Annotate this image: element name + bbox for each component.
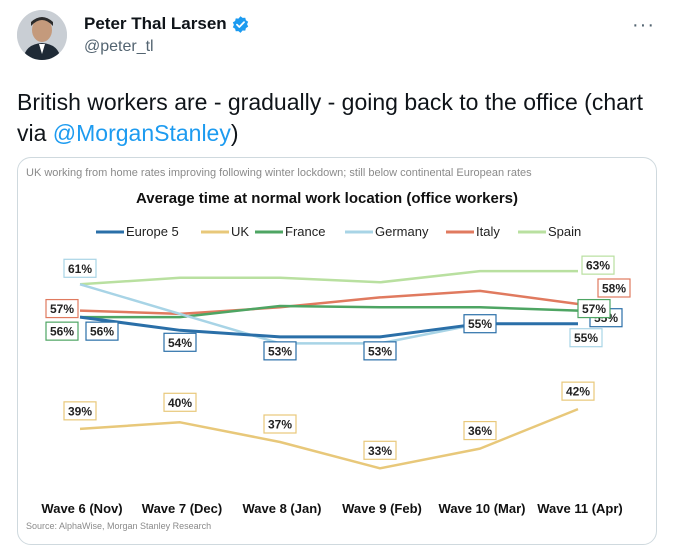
x-tick-label: Wave 6 (Nov) [41, 501, 122, 516]
data-label-uk-3: 33% [363, 440, 397, 460]
chart: UK working from home rates improving fol… [26, 167, 631, 531]
data-label-text: 36% [468, 424, 492, 438]
data-label-text: 57% [582, 302, 606, 316]
chart-lines [79, 269, 579, 470]
data-label-text: 55% [468, 317, 492, 331]
data-label-europe-5-3: 53% [363, 341, 397, 361]
data-label-box [577, 298, 611, 319]
series-line-italy [79, 289, 579, 316]
data-label-text: 56% [50, 325, 74, 339]
series-line-spain [79, 269, 578, 286]
author-name[interactable]: Peter Thal Larsen [84, 14, 227, 33]
series-line-uk [79, 407, 579, 470]
chart-x-axis: Wave 6 (Nov) Wave 7 (Dec) Wave 8 (Jan) Wave… [41, 501, 622, 516]
data-label-text: 63% [586, 259, 610, 273]
series-line-europe-5 [79, 315, 578, 339]
data-label-text: 58% [602, 282, 626, 296]
tweet-text-body: British workers are - gradually - going … [17, 89, 643, 146]
data-label-box [63, 258, 97, 278]
data-label-text: 55% [574, 331, 598, 345]
legend-label: Spain [548, 224, 581, 239]
data-label-box [581, 255, 615, 275]
legend-item-france: France [255, 224, 325, 239]
data-label-germany-0: 61% [63, 258, 97, 278]
data-label-box [363, 341, 397, 361]
data-label-uk-0: 39% [63, 401, 97, 421]
legend-label: UK [231, 224, 249, 239]
series-line-france [80, 304, 579, 319]
tweet-media[interactable]: UK working from home rates improving fol… [17, 157, 657, 545]
legend-item-germany: Germany [345, 224, 429, 239]
data-label-italy-0: 57% [45, 298, 79, 319]
data-label-text: 37% [268, 418, 292, 432]
data-label-europe-5-4: 55% [463, 314, 497, 334]
legend-item-uk: UK [201, 224, 249, 239]
legend-label: Germany [375, 224, 429, 239]
verified-badge-icon [232, 15, 248, 33]
data-label-text: 53% [368, 344, 392, 358]
data-label-box [85, 321, 119, 341]
data-label-box [597, 278, 631, 298]
data-label-germany-5: 55% [569, 328, 603, 348]
data-label-text: 54% [168, 336, 192, 350]
data-label-france-0: 56% [45, 321, 79, 341]
legend-label: France [285, 224, 325, 239]
data-label-europe-5-2: 53% [263, 341, 297, 361]
x-tick-label: Wave 10 (Mar) [439, 501, 526, 516]
data-label-box [45, 298, 79, 319]
legend-item-spain: Spain [518, 224, 581, 239]
data-label-box [561, 381, 595, 401]
mention-link[interactable]: @MorganStanley [52, 120, 231, 146]
data-label-text: 56% [90, 325, 114, 339]
data-label-text: 57% [50, 302, 74, 316]
data-label-uk-1: 40% [163, 392, 197, 412]
chart-source: Source: AlphaWise, Morgan Stanley Resear… [26, 521, 211, 531]
legend-item-italy: Italy [446, 224, 500, 239]
data-label-box [263, 414, 297, 434]
x-tick-label: Wave 7 (Dec) [142, 501, 222, 516]
tweet-text: British workers are - gradually - going … [17, 87, 667, 149]
data-label-uk-5: 42% [561, 381, 595, 401]
data-label-box [263, 341, 297, 361]
data-label-box [163, 332, 197, 352]
data-label-text: 42% [566, 385, 590, 399]
data-label-box [363, 440, 397, 460]
data-label-box [63, 401, 97, 421]
tweet-text-end: ) [230, 120, 239, 146]
data-label-text: 53% [268, 344, 292, 358]
data-label-box [45, 321, 79, 341]
x-tick-label: Wave 9 (Feb) [342, 501, 422, 516]
avatar[interactable] [17, 10, 67, 60]
data-label-europe-5-0: 56% [85, 321, 119, 341]
data-label-uk-2: 37% [263, 414, 297, 434]
data-label-box [463, 420, 497, 441]
more-options-icon[interactable]: ··· [632, 14, 655, 36]
data-label-box [569, 328, 603, 348]
data-label-box [163, 392, 197, 412]
data-label-text: 33% [368, 444, 392, 458]
avatar-image [17, 10, 67, 60]
data-label-text: 61% [68, 262, 92, 276]
data-label-text: 39% [68, 404, 92, 418]
data-label-box [463, 314, 497, 334]
chart-data-labels: 56% 54% 53% 53% 55% 55% 39% 40% 37% 33% 36% 42% 56% 5… [45, 255, 631, 460]
data-label-spain-5: 63% [581, 255, 615, 275]
legend-label: Italy [476, 224, 500, 239]
data-label-uk-4: 36% [463, 420, 497, 441]
author-handle[interactable]: @peter_tl [84, 38, 154, 55]
chart-header: UK working from home rates improving fol… [26, 167, 532, 179]
chart-title: Average time at normal work location (of… [136, 190, 518, 207]
x-tick-label: Wave 8 (Jan) [243, 501, 322, 516]
data-label-text: 40% [168, 396, 192, 410]
data-label-italy-5: 58% [597, 278, 631, 298]
legend-label: Europe 5 [126, 224, 179, 239]
legend-item-europe-5: Europe 5 [96, 224, 179, 239]
x-tick-label: Wave 11 (Apr) [537, 501, 623, 516]
chart-legend: Europe 5 UK France Germany Italy Spain [96, 224, 581, 239]
data-label-france-5: 57% [577, 298, 611, 319]
data-label-europe-5-1: 54% [163, 332, 197, 352]
